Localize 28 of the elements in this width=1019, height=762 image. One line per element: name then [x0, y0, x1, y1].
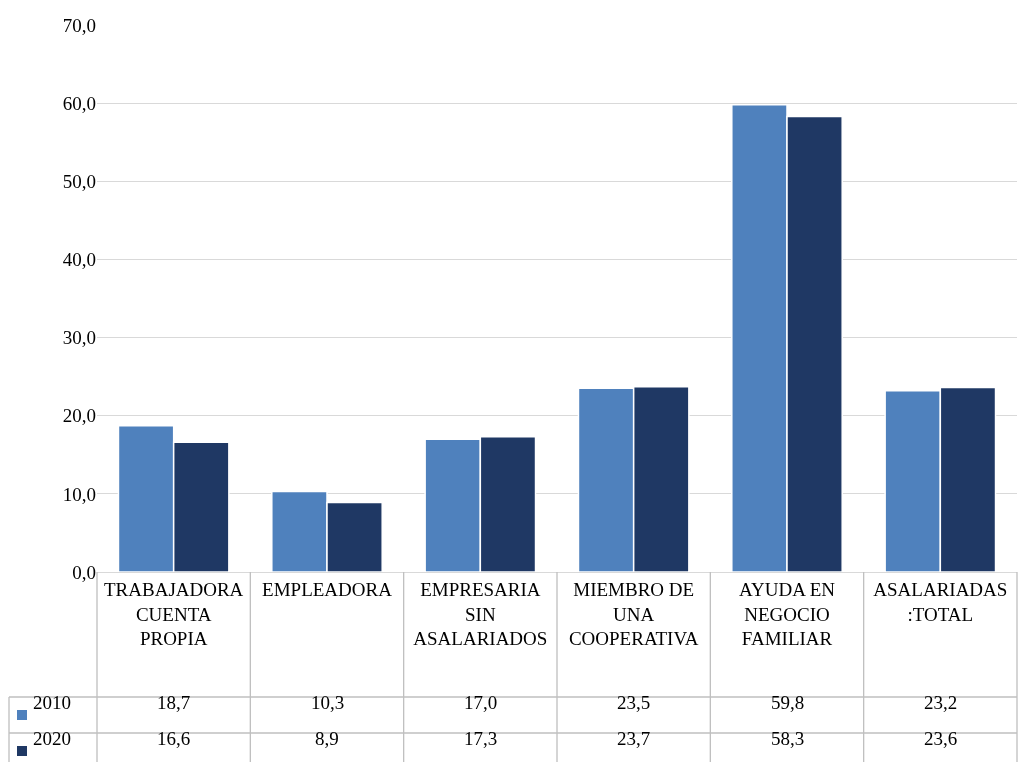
data-label: 59,8: [771, 692, 805, 713]
x-tick-label: EMPLEADORA: [262, 578, 393, 600]
data-label: 10,3: [311, 692, 345, 713]
y-tick-label: 60,0: [62, 92, 96, 114]
y-tick-label: 0,0: [72, 561, 96, 583]
data-label: 23,5: [617, 692, 651, 713]
data-label: 18,7: [157, 692, 191, 713]
x-tick-label: EMPRESARIA SIN ASALARIADOS: [413, 578, 548, 650]
x-tick-label: MIEMBRO DE UNA COOPERATIVA: [568, 578, 699, 650]
data-label: 23,2: [924, 692, 958, 713]
x-tick-label: AYUDA EN NEGOCIO FAMILIAR: [739, 578, 836, 650]
data-label: 17,3: [464, 728, 498, 749]
y-tick-label: 50,0: [62, 170, 96, 192]
x-tick-label: ASALARIADAS:TOTAL: [873, 578, 1008, 625]
x-tick-label: TRABAJADORA CUENTA PROPIA: [103, 578, 244, 650]
data-label: 23,7: [617, 728, 651, 749]
legend-label: 2010: [33, 692, 71, 713]
y-tick-label: 40,0: [62, 249, 96, 271]
y-tick-label: 70,0: [62, 14, 96, 36]
y-tick-label: 30,0: [62, 327, 96, 349]
y-tick-label: 10,0: [62, 483, 96, 505]
data-label: 58,3: [771, 728, 805, 749]
y-tick-label: 20,0: [62, 405, 96, 427]
data-label: 16,6: [157, 728, 191, 749]
data-label: 8,9: [315, 728, 339, 749]
data-label: 23,6: [924, 728, 958, 749]
data-label: 17,0: [464, 692, 498, 713]
legend-label: 2020: [33, 728, 71, 749]
